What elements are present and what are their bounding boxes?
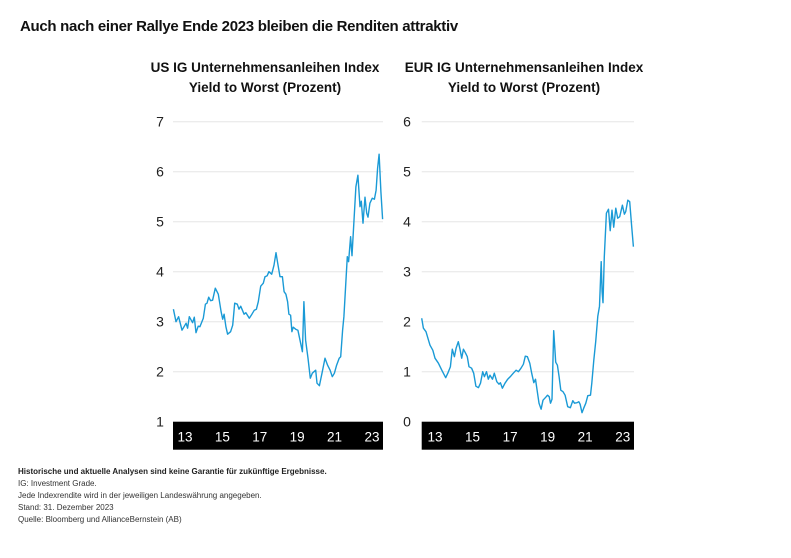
us-chart-title: US IG Unternehmensanleihen Index Yield t… <box>135 58 395 98</box>
eur-y-tick-label: 3 <box>403 264 411 280</box>
footnote-line: IG: Investment Grade. <box>18 479 97 488</box>
eur-x-tick-label: 13 <box>428 430 443 445</box>
eur-y-tick-label: 2 <box>403 314 411 330</box>
us-y-tick-label: 2 <box>156 364 164 380</box>
us-yield-line <box>172 153 384 387</box>
eur-x-tick-label: 19 <box>540 430 555 445</box>
disclaimer: Historische und aktuelle Analysen sind k… <box>18 467 327 476</box>
footnote-line: Jede Indexrendite wird in der jeweiligen… <box>18 491 262 500</box>
eur-y-tick-label: 0 <box>403 414 411 430</box>
eur-chart-subtitle: Yield to Worst (Prozent) <box>447 80 601 95</box>
eur-x-tick-label: 15 <box>465 430 480 445</box>
us-x-tick-label: 17 <box>252 430 267 445</box>
eur-yield-line <box>421 199 635 414</box>
eur-y-tick-label: 6 <box>403 114 411 130</box>
us-x-axis-band <box>173 421 383 450</box>
eur-x-tick-label: 23 <box>615 430 630 445</box>
eur-chart-title: EUR IG Unternehmensanleihen Index Yield … <box>394 58 654 98</box>
us-y-tick-label: 6 <box>156 164 164 180</box>
eur-y-tick-label: 1 <box>403 364 411 380</box>
us-chart-title-main: US IG Unternehmensanleihen Index <box>150 60 380 75</box>
us-x-tick-label: 13 <box>177 430 192 445</box>
us-y-tick-label: 3 <box>156 314 164 330</box>
eur-x-tick-label: 21 <box>578 430 593 445</box>
footnote-line: Stand: 31. Dezember 2023 <box>18 503 114 512</box>
page-title: Auch nach einer Rallye Ende 2023 bleiben… <box>20 18 458 35</box>
us-y-tick-label: 7 <box>156 114 164 130</box>
eur-x-axis-band <box>421 421 634 450</box>
us-x-tick-label: 21 <box>327 430 342 445</box>
footnote-line: Quelle: Bloomberg und AllianceBernstein … <box>18 515 182 524</box>
us-y-tick-label: 5 <box>156 214 164 230</box>
us-x-tick-label: 15 <box>215 430 230 445</box>
us-x-tick-label: 23 <box>364 430 379 445</box>
footnotes: Historische und aktuelle Analysen sind k… <box>18 466 327 526</box>
eur-chart-title-main: EUR IG Unternehmensanleihen Index <box>404 60 644 75</box>
eur-y-tick-label: 5 <box>403 164 411 180</box>
us-y-tick-label: 4 <box>156 264 164 280</box>
eur-x-tick-label: 17 <box>503 430 518 445</box>
us-chart-subtitle: Yield to Worst (Prozent) <box>188 80 342 95</box>
us-x-tick-label: 19 <box>290 430 305 445</box>
us-y-tick-label: 1 <box>156 414 164 430</box>
eur-y-tick-label: 4 <box>403 214 411 230</box>
